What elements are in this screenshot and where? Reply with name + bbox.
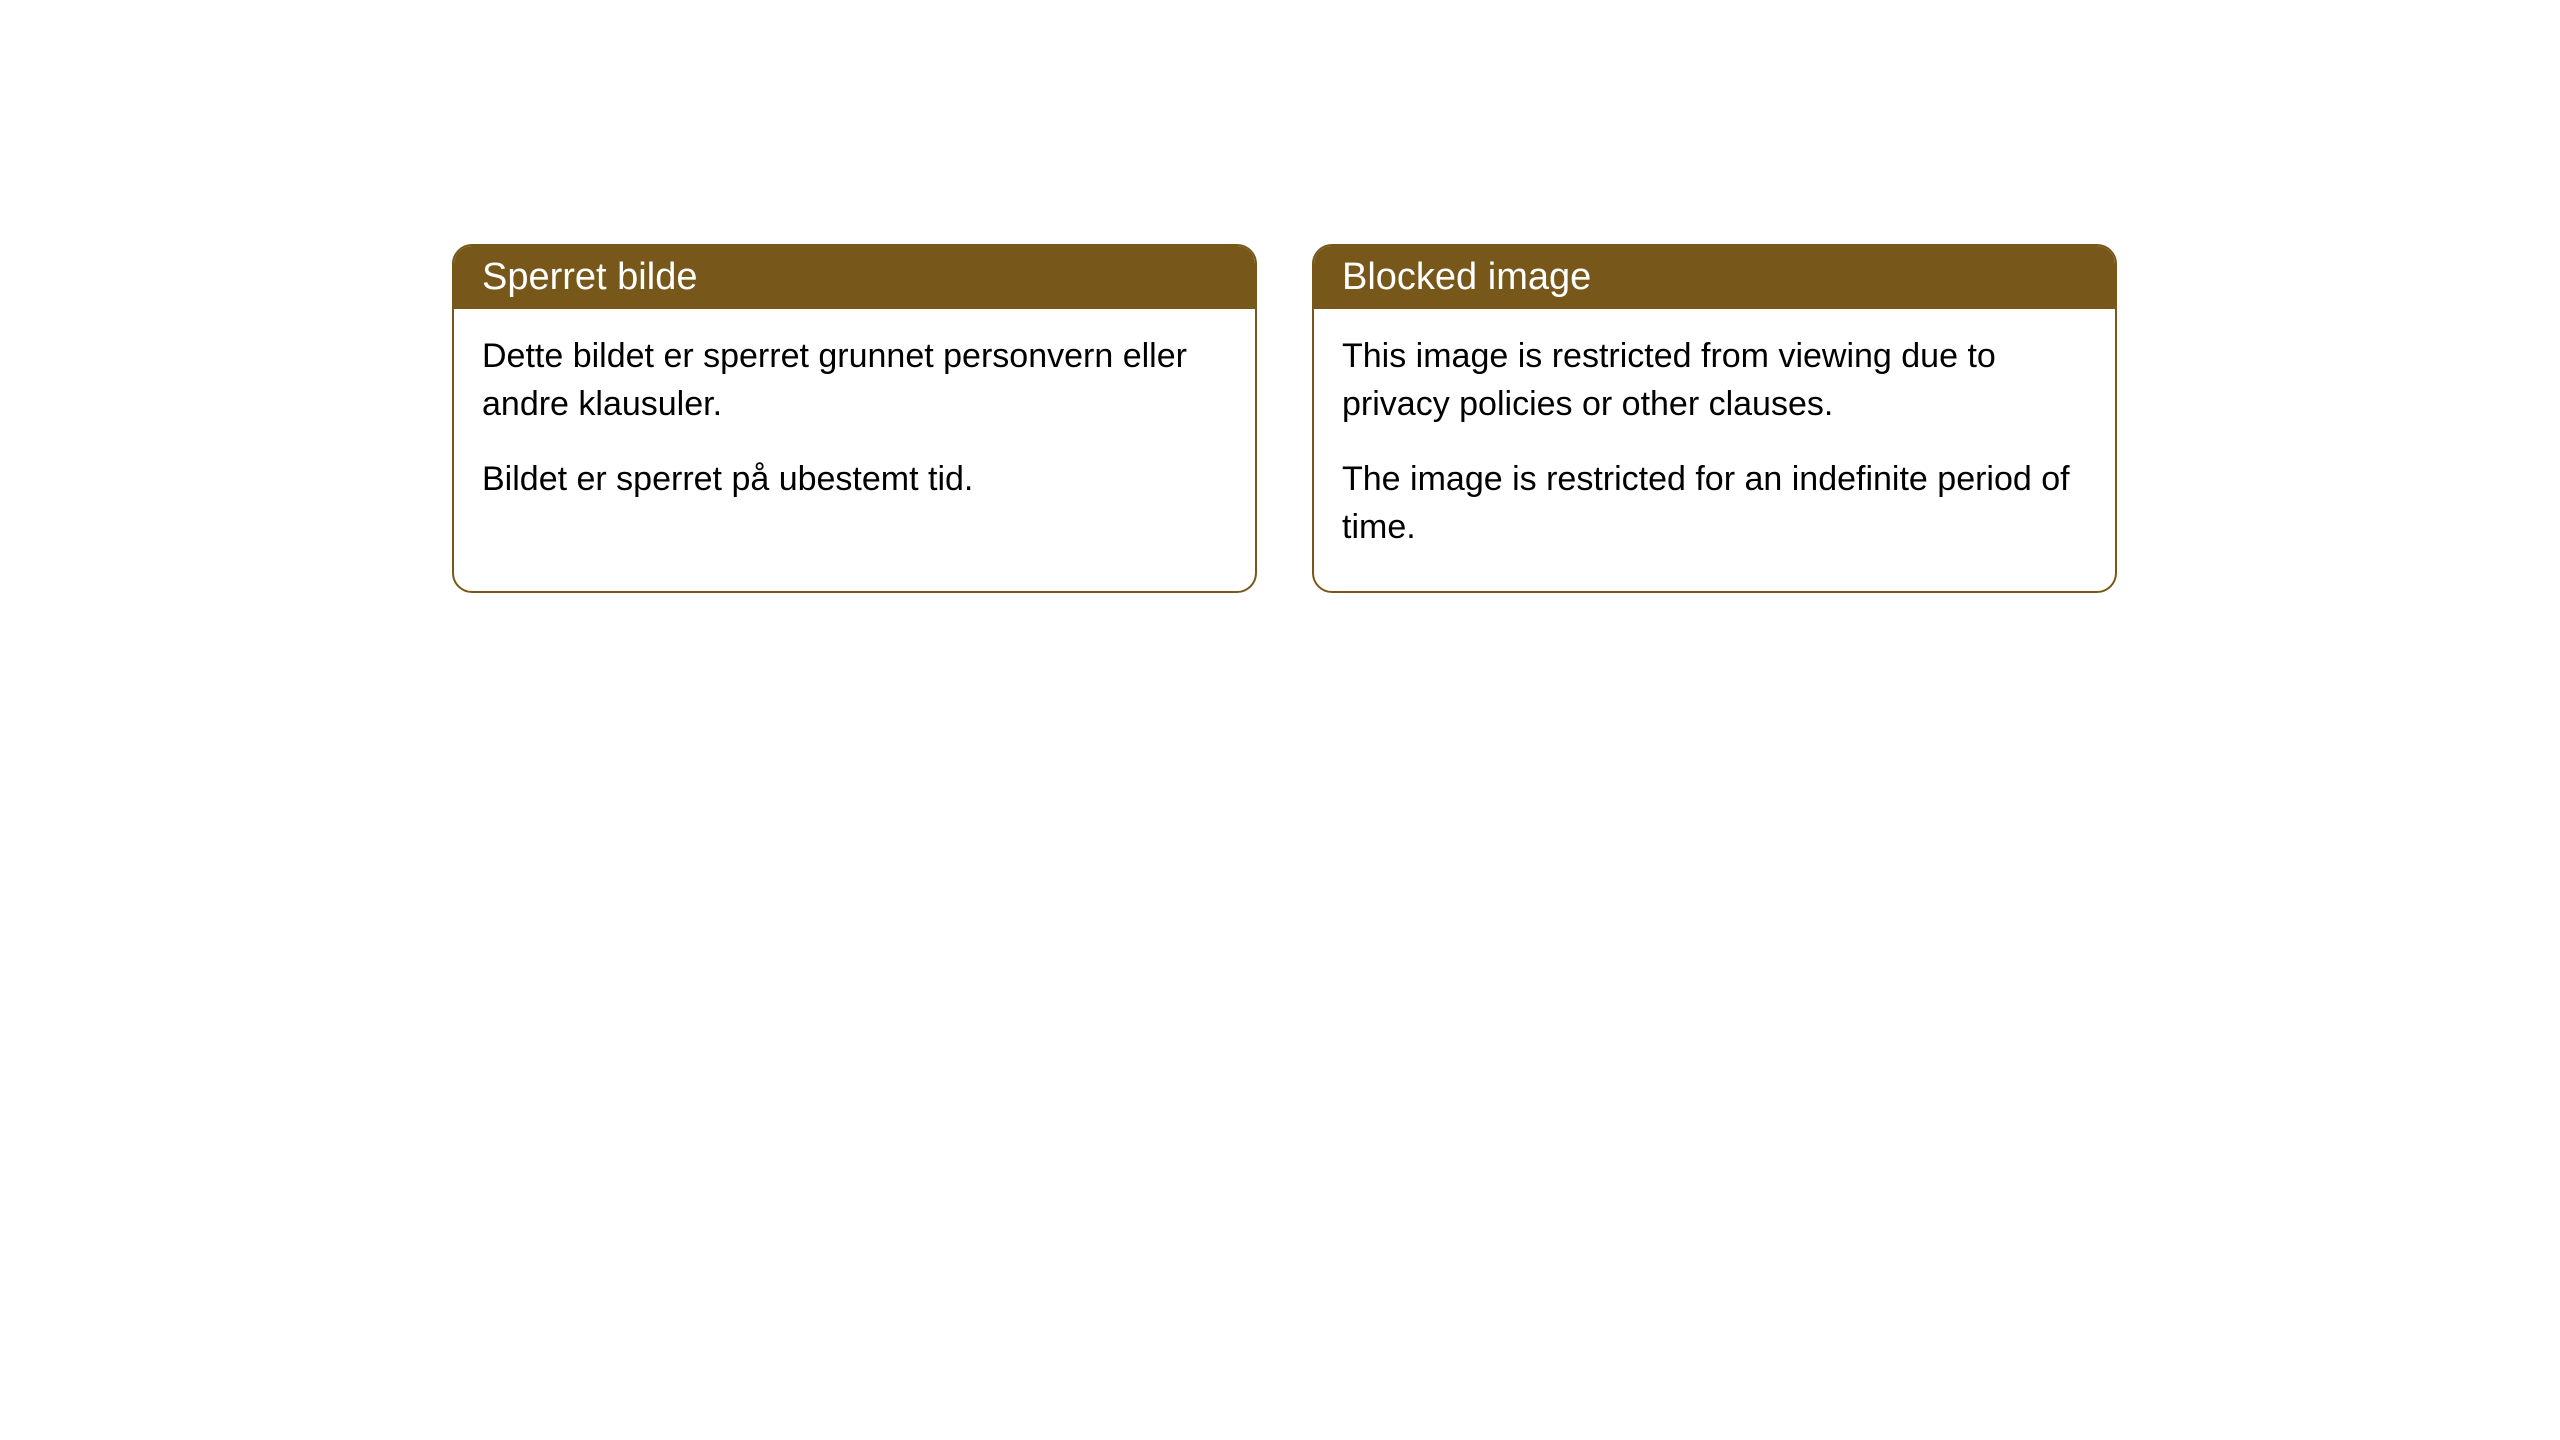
card-paragraph: The image is restricted for an indefinit… [1342,456,2087,551]
card-body: This image is restricted from viewing du… [1314,309,2115,591]
notice-card-norwegian: Sperret bilde Dette bildet er sperret gr… [452,244,1257,593]
card-paragraph: Bildet er sperret på ubestemt tid. [482,456,1227,504]
card-paragraph: This image is restricted from viewing du… [1342,333,2087,428]
card-title: Sperret bilde [482,256,697,298]
card-paragraph: Dette bildet er sperret grunnet personve… [482,333,1227,428]
card-body: Dette bildet er sperret grunnet personve… [454,309,1255,544]
card-header: Sperret bilde [454,246,1255,309]
notice-container: Sperret bilde Dette bildet er sperret gr… [452,244,2117,593]
card-title: Blocked image [1342,256,1591,298]
notice-card-english: Blocked image This image is restricted f… [1312,244,2117,593]
card-header: Blocked image [1314,246,2115,309]
